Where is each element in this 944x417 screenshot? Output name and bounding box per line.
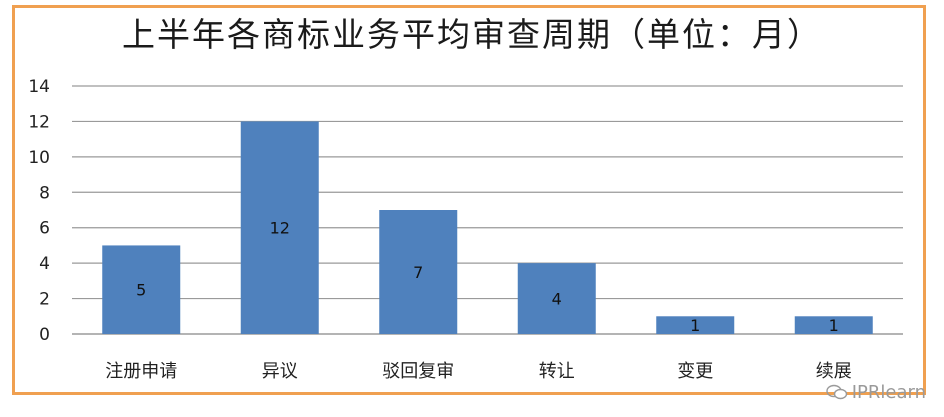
bar <box>517 263 596 334</box>
watermark: IPRlearn <box>826 382 926 403</box>
x-tick-label: 变更 <box>677 361 713 382</box>
y-tick-label: 10 <box>28 148 50 168</box>
bar <box>240 121 319 334</box>
y-tick-label: 14 <box>28 77 50 97</box>
y-tick-label: 4 <box>39 254 50 274</box>
watermark-text: IPRlearn <box>851 382 926 403</box>
chart-title: 上半年各商标业务平均审查周期（单位：月） <box>122 15 822 54</box>
data-label: 5 <box>136 281 146 300</box>
data-label: 1 <box>829 316 839 335</box>
bar <box>656 316 735 334</box>
data-label: 1 <box>690 316 700 335</box>
y-tick-label: 8 <box>39 183 50 203</box>
data-label: 7 <box>413 263 423 282</box>
bar <box>102 245 181 334</box>
data-label: 12 <box>270 219 290 238</box>
bar <box>379 210 458 334</box>
y-tick-label: 2 <box>39 290 50 310</box>
x-tick-label: 转让 <box>539 361 575 382</box>
y-tick-label: 6 <box>39 219 50 239</box>
y-tick-label: 12 <box>28 112 50 132</box>
x-tick-label: 注册申请 <box>105 361 177 382</box>
x-tick-label: 驳回复审 <box>382 361 454 382</box>
x-tick-label: 续展 <box>816 361 852 382</box>
y-tick-label: 0 <box>39 325 50 345</box>
wechat-icon <box>826 384 847 400</box>
x-tick-label: 异议 <box>262 361 298 382</box>
bar <box>794 316 873 334</box>
data-label: 4 <box>552 290 562 309</box>
